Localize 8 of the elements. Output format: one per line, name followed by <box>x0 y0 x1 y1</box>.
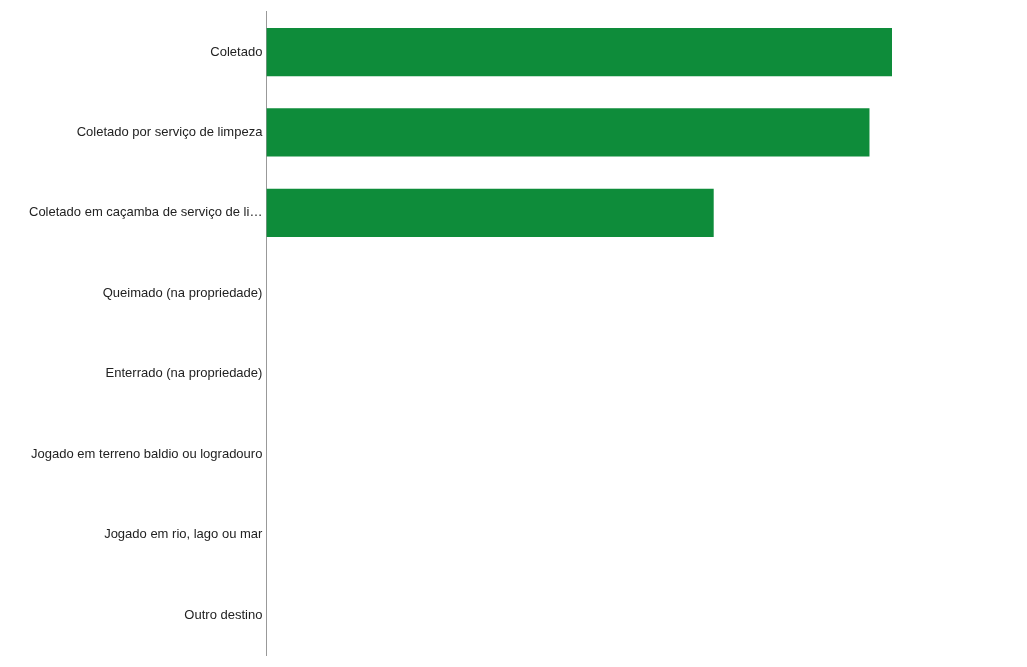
y-tick-label: Queimado (na propriedade) <box>102 284 263 300</box>
y-tick-label: Coletado por serviço de limpeza <box>76 124 264 140</box>
y-tick-label: Jogado em rio, lago ou mar <box>104 526 264 542</box>
y-tick-label: Coletado <box>210 43 263 59</box>
y-tick-label: Outro destino <box>184 606 263 622</box>
y-tick-label: Enterrado (na propriedade) <box>105 365 263 381</box>
y-tick-label: Coletado em caçamba de serviço de li… <box>29 204 263 220</box>
y-tick-label: Jogado em terreno baldio ou logradouro <box>31 445 263 461</box>
